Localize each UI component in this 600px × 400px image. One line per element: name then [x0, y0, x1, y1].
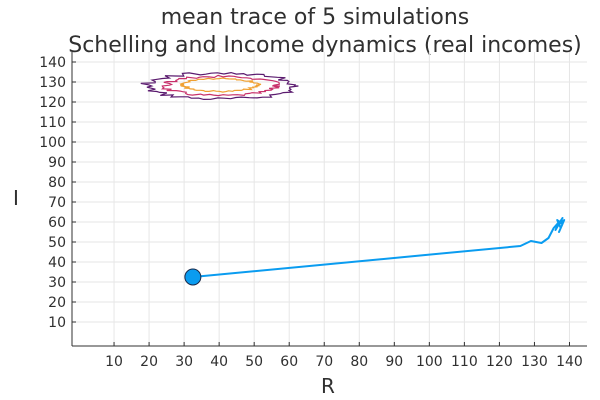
x-tick-label: 10 — [105, 354, 123, 370]
y-tick-label: 40 — [48, 255, 66, 271]
y-tick-label: 80 — [48, 175, 66, 191]
y-axis-label: I — [13, 186, 19, 210]
x-tick-label: 130 — [521, 354, 548, 370]
y-tick-label: 120 — [39, 95, 66, 111]
chart-title-line-1: mean trace of 5 simulations — [161, 5, 470, 30]
y-tick-label: 90 — [48, 155, 66, 171]
y-tick-label: 60 — [48, 215, 66, 231]
y-tick-label: 70 — [48, 195, 66, 211]
y-tick-label: 140 — [39, 55, 66, 71]
contour-line-inner — [179, 77, 262, 93]
y-tick-label: 100 — [39, 135, 66, 151]
contour-line-outer — [140, 71, 299, 101]
x-axis-label: R — [321, 374, 335, 398]
x-tick-label: 40 — [210, 354, 228, 370]
x-tick-label: 70 — [315, 354, 333, 370]
x-tick-label: 30 — [175, 354, 193, 370]
trace-line — [192, 217, 566, 278]
start-point-marker — [184, 268, 202, 286]
y-tick-label: 10 — [48, 315, 66, 331]
y-tick-label: 20 — [48, 295, 66, 311]
x-tick-label: 120 — [486, 354, 513, 370]
x-tick-label: 50 — [245, 354, 263, 370]
x-tick-label: 80 — [350, 354, 368, 370]
x-tick-label: 20 — [140, 354, 158, 370]
y-tick-label: 130 — [39, 75, 66, 91]
contour-plot — [140, 71, 299, 101]
grid — [72, 52, 587, 346]
x-tick-label: 60 — [280, 354, 298, 370]
chart-title-line-2: Schelling and Income dynamics (real inco… — [68, 33, 582, 58]
y-tick-label: 30 — [48, 275, 66, 291]
x-tick-label: 100 — [416, 354, 443, 370]
contour-line-middle — [160, 74, 281, 97]
trace-series — [184, 217, 566, 286]
x-tick-label: 90 — [385, 354, 403, 370]
x-tick-label: 140 — [556, 354, 583, 370]
axes: 10 20 30 40 50 60 70 80 90 100 110 120 130 140 10 20 30 4… — [39, 52, 587, 370]
y-tick-label: 50 — [48, 235, 66, 251]
y-tick-label: 110 — [39, 115, 66, 131]
x-tick-label: 110 — [451, 354, 478, 370]
